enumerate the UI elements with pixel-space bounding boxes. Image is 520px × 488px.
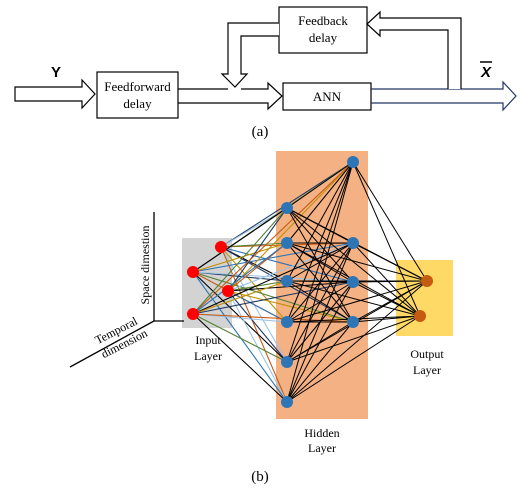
ann-box: [282, 82, 372, 111]
input-node: [187, 308, 199, 320]
hidden-output-connection: [286, 280, 421, 317]
feedback-delay-box: [278, 6, 368, 54]
input-hidden-connection: [227, 242, 354, 292]
input-hidden-connection: [192, 313, 288, 403]
hidden-node: [281, 396, 293, 408]
hidden-layer-label-line1: Hidden: [304, 426, 339, 440]
input-layer-label-line1: Input: [195, 333, 221, 347]
nodes: [187, 156, 433, 408]
input-hidden-connection: [192, 280, 288, 315]
input-hidden-connection: [192, 207, 288, 273]
input-hidden-connection: [192, 207, 288, 315]
hidden-node: [347, 276, 359, 288]
hidden-hidden-connection: [286, 321, 354, 403]
hidden-output-connection: [352, 242, 421, 317]
input-node: [187, 266, 199, 278]
hidden-hidden-connection: [286, 161, 354, 323]
hidden-node: [347, 156, 359, 168]
output-node: [414, 310, 426, 322]
hidden-hidden-connection: [286, 161, 354, 403]
hidden-hidden-connection: [286, 242, 354, 363]
caption-b: (b): [251, 469, 269, 485]
hidden-output-connection: [286, 280, 428, 323]
hidden-output-connection: [352, 281, 421, 317]
input-hidden-connection: [192, 242, 354, 315]
input-hidden-connection: [192, 271, 288, 403]
input-hidden-connection: [227, 290, 354, 323]
feedforward-delay-label-line2: delay: [123, 96, 152, 111]
hidden-output-connection: [286, 315, 421, 403]
output-layer-panel: [396, 260, 453, 336]
input-hidden-connection: [227, 161, 354, 292]
input-hidden-connection: [227, 207, 288, 292]
input-node: [222, 285, 234, 297]
feedforward-delay-box: [96, 71, 179, 119]
block-diagram-a: Y Feedforward delay Feedback delay ANN X…: [14, 6, 517, 140]
input-node: [215, 241, 227, 253]
input-arrow: [14, 78, 96, 110]
hidden-hidden-connection: [286, 161, 354, 282]
ann-label: ANN: [313, 89, 342, 104]
feedback-delay-label-line2: delay: [309, 30, 338, 45]
feedforward-to-ann-arrow: [178, 81, 283, 111]
hidden-hidden-connection: [286, 281, 354, 403]
hidden-output-connection: [286, 280, 428, 403]
input-label-y: Y: [51, 64, 61, 81]
output-layer-label-line1: Output: [410, 347, 444, 361]
hidden-hidden-connection: [286, 242, 354, 403]
ann-output-arrow: [371, 80, 517, 112]
network-diagram-b: Space dimestion Temporal dimension Input…: [69, 151, 453, 485]
axis-space-label: Space dimestion: [138, 226, 152, 305]
hidden-hidden-connection: [286, 161, 354, 363]
input-hidden-connection: [227, 290, 288, 363]
output-node: [421, 275, 433, 287]
hidden-node: [281, 316, 293, 328]
hidden-output-connection: [352, 280, 428, 283]
hidden-output-connection: [286, 315, 421, 363]
hidden-output-connection: [352, 315, 421, 323]
hidden-hidden-connection: [286, 161, 354, 209]
hidden-layer-label-line2: Layer: [308, 441, 336, 455]
hidden-output-connection: [352, 161, 428, 282]
input-hidden-connection: [227, 290, 288, 323]
feedback-delay-label-line1: Feedback: [298, 13, 348, 28]
output-to-feedback-arrow: [366, 10, 462, 89]
input-hidden-connection: [192, 242, 354, 273]
input-hidden-connection: [192, 161, 354, 315]
feedforward-delay-label-line1: Feedforward: [104, 79, 171, 94]
feedback-to-merge-arrow: [220, 22, 279, 88]
hidden-node: [281, 237, 293, 249]
output-layer-label-line2: Layer: [413, 363, 441, 377]
hidden-node: [347, 237, 359, 249]
connections: [192, 161, 428, 403]
temporal-axis: [69, 320, 155, 368]
input-hidden-connection: [220, 246, 288, 403]
hidden-node: [281, 275, 293, 287]
hidden-node: [347, 316, 359, 328]
input-hidden-connection: [220, 246, 354, 283]
input-hidden-connection: [227, 280, 288, 292]
input-hidden-connection: [192, 242, 288, 273]
input-hidden-connection: [192, 271, 288, 363]
input-hidden-connection: [192, 281, 354, 315]
hidden-hidden-connection: [286, 207, 354, 244]
input-layer-label-line2: Layer: [194, 349, 222, 363]
input-hidden-connection: [192, 242, 288, 315]
hidden-node: [281, 202, 293, 214]
hidden-hidden-connection: [286, 161, 354, 244]
input-hidden-connection: [192, 271, 354, 283]
hidden-node: [281, 356, 293, 368]
caption-a: (a): [252, 124, 269, 140]
input-hidden-connection: [192, 313, 288, 363]
hidden-output-connection: [352, 242, 428, 282]
hidden-output-connection: [286, 242, 428, 282]
hidden-output-connection: [352, 161, 421, 317]
output-label-x: X: [480, 64, 492, 81]
